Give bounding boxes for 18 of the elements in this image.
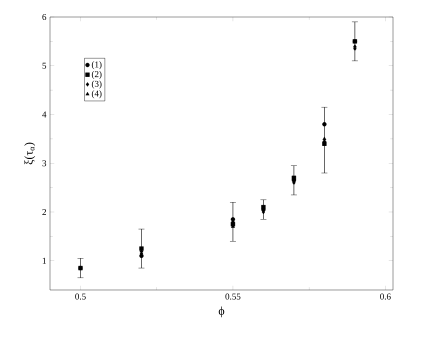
y-tick-label: 5 xyxy=(42,62,46,69)
y-tick-label: 6 xyxy=(42,14,46,20)
x-axis-title: ϕ xyxy=(218,306,224,318)
legend-label: (2) xyxy=(92,70,102,79)
x-tick-label: 0.5 xyxy=(75,294,86,300)
x-tick-label: 0.55 xyxy=(225,294,240,300)
legend-label: (4) xyxy=(92,90,102,98)
y-tick-label: 2 xyxy=(42,209,46,215)
legend-label: (3) xyxy=(92,80,102,89)
y-axis-title: ξ(τ$_{α}$) xyxy=(24,142,36,164)
y-tick-label: 1 xyxy=(42,258,46,264)
point xyxy=(322,136,326,140)
x-tick-label: 0.6 xyxy=(380,294,391,300)
y-tick-label: 3 xyxy=(42,160,46,166)
legend-label: (1) xyxy=(92,61,102,70)
point xyxy=(352,44,357,48)
y-tick-label: 4 xyxy=(42,112,46,118)
point xyxy=(322,122,327,126)
